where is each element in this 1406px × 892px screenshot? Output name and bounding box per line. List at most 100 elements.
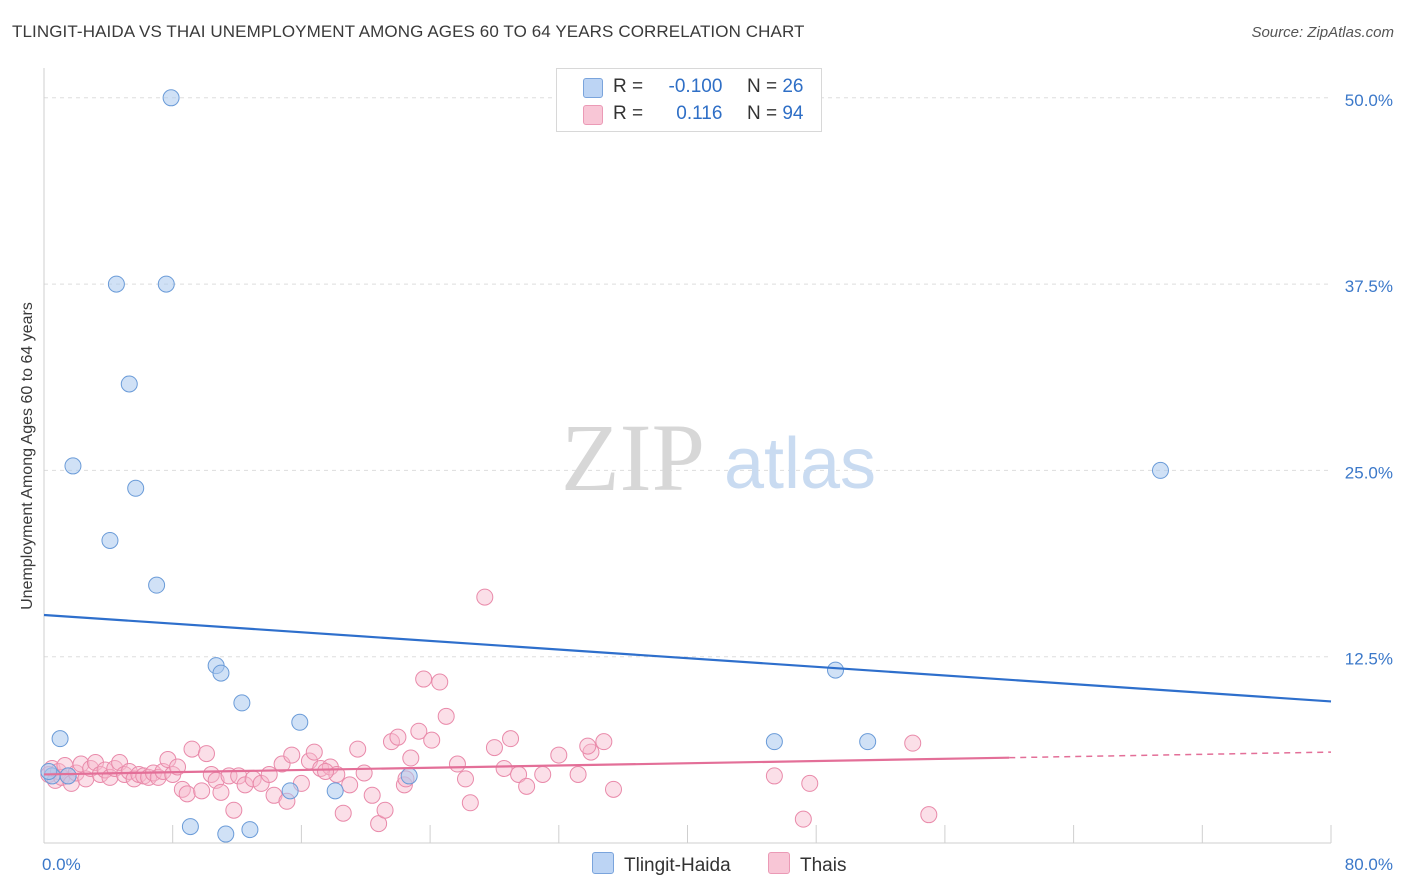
thai-point: [604, 780, 622, 798]
thai-point: [437, 707, 455, 725]
legend-r-label: R =: [613, 76, 644, 97]
legend-n-value: 94: [782, 103, 804, 124]
thai-point: [495, 759, 513, 777]
tlingit-haida-point: [64, 457, 82, 475]
thai-point: [518, 777, 536, 795]
legend-n-label: N =: [746, 76, 778, 97]
y-tick-label: 25.0%: [1345, 463, 1393, 482]
tlingit-haida-point: [326, 782, 344, 800]
thai-point: [115, 765, 133, 783]
legend-r-value: 0.116: [676, 103, 723, 124]
thai-points: [40, 588, 938, 833]
thai-point: [801, 774, 819, 792]
thai-point: [178, 785, 196, 803]
legend-n-label: N =: [746, 103, 778, 124]
thai-point: [569, 765, 587, 783]
correlation-legend: R = -0.100 N = 26 R = 0.116 N = 94: [556, 68, 822, 132]
thai-point: [260, 765, 278, 783]
thai-point: [334, 804, 352, 822]
thai-point: [456, 770, 474, 788]
thai-point: [595, 733, 613, 751]
chart-title: TLINGIT-HAIDA VS THAI UNEMPLOYMENT AMONG…: [12, 22, 805, 41]
source-label: Source: ZipAtlas.com: [1251, 24, 1394, 41]
thai-trend-line: [43, 756, 1010, 776]
tlingit-haida-point: [157, 275, 175, 293]
y-tick-label: 50.0%: [1345, 91, 1393, 110]
thai-point: [431, 673, 449, 691]
tlingit-haida-point: [40, 762, 58, 780]
tlingit-haida-point: [241, 821, 259, 839]
thai-point: [183, 740, 201, 758]
tlingit-haida-point: [233, 694, 251, 712]
thai-point: [376, 801, 394, 819]
tlingit-haida-point: [51, 730, 69, 748]
thai-point: [389, 728, 407, 746]
watermark-atlas: atlas: [724, 424, 876, 504]
tlingit-haida-point: [400, 767, 418, 785]
tlingit-haida-trend-line: [43, 613, 1332, 703]
thai-point: [317, 762, 335, 780]
thai-point: [579, 737, 597, 755]
tlingit-haida-point: [281, 782, 299, 800]
thai-point: [355, 764, 373, 782]
tlingit-haida-point: [217, 825, 235, 843]
tlingit-haida-points: [40, 89, 1169, 843]
axis-layer: [43, 68, 1332, 844]
thai-point: [212, 783, 230, 801]
watermark-zip: ZIP: [561, 404, 705, 511]
tlingit-haida-point: [162, 89, 180, 107]
thais-legend-swatch: [768, 852, 790, 874]
thai-point: [363, 786, 381, 804]
thai-trend-line-extension: [1009, 751, 1332, 759]
tlingit-haida-legend-swatch: [592, 852, 614, 874]
tlingit-haida-point: [59, 767, 77, 785]
tlingit-haida-point: [120, 375, 138, 393]
trend-lines: [43, 613, 1332, 776]
tlingit-haida-point: [127, 479, 145, 497]
thai-point: [341, 776, 359, 794]
tlingit-haida-point: [181, 818, 199, 836]
tlingit-haida-point: [212, 664, 230, 682]
grid-layer: [44, 97, 1331, 658]
thai-point: [904, 734, 922, 752]
thai-point: [283, 746, 301, 764]
thai-point: [349, 740, 367, 758]
thai-point: [502, 730, 520, 748]
thai-point: [794, 810, 812, 828]
thai-point: [461, 794, 479, 812]
thai-point: [476, 588, 494, 606]
tlingit-haida-point: [148, 576, 166, 594]
bottom-legend-tlingit-haida: Tlingit-Haida: [592, 852, 731, 877]
thai-point: [423, 731, 441, 749]
tlingit-haida-point: [1151, 461, 1169, 479]
thai-point: [550, 746, 568, 764]
tlingit-haida-point: [827, 661, 845, 679]
thai-point: [173, 780, 191, 798]
thai-point: [305, 743, 323, 761]
tlingit-haida-point: [101, 531, 119, 549]
thais-legend-label: Thais: [800, 855, 847, 876]
thai-point: [448, 755, 466, 773]
tlingit-haida-legend-label: Tlingit-Haida: [624, 855, 731, 876]
thais-swatch: [583, 105, 603, 125]
thai-point: [193, 782, 211, 800]
thai-point: [197, 745, 215, 763]
tlingit-haida-swatch: [583, 78, 603, 98]
thai-point: [765, 767, 783, 785]
legend-r-label: R =: [613, 103, 644, 124]
thai-point: [225, 801, 243, 819]
x-tick-label-min: 0.0%: [42, 855, 81, 874]
thai-point: [410, 722, 428, 740]
thai-point: [402, 749, 420, 767]
thai-point: [125, 770, 143, 788]
legend-n-value: 26: [782, 76, 804, 97]
thai-point: [415, 670, 433, 688]
tlingit-haida-point: [107, 275, 125, 293]
bottom-legend-thais: Thais: [768, 852, 846, 877]
tlingit-haida-point: [765, 733, 783, 751]
thai-point: [920, 806, 938, 824]
tlingit-haida-point: [291, 713, 309, 731]
thai-point: [485, 739, 503, 757]
tick-labels: 12.5% 25.0% 37.5% 50.0% 0.0% 80.0%: [42, 91, 1393, 874]
